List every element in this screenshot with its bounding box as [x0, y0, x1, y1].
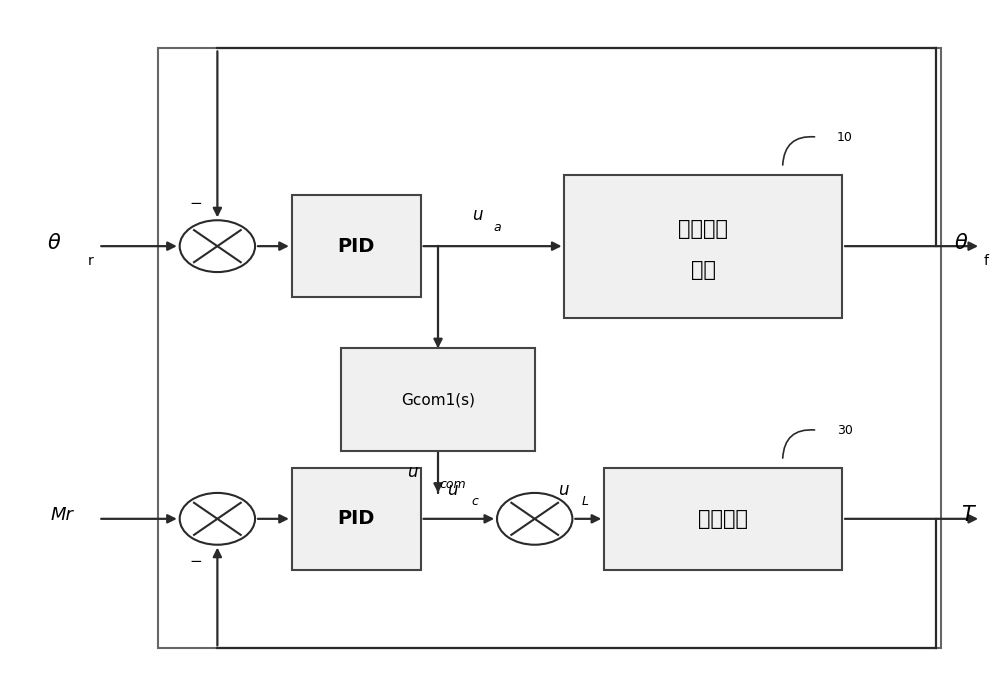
Text: r: r [88, 254, 93, 268]
FancyBboxPatch shape [341, 348, 535, 451]
Text: $u$: $u$ [447, 481, 459, 499]
Text: 30: 30 [837, 424, 853, 437]
Text: f: f [984, 254, 989, 268]
Text: $\theta$: $\theta$ [954, 233, 969, 253]
Text: PID: PID [338, 509, 375, 529]
Text: T: T [961, 505, 974, 525]
FancyBboxPatch shape [158, 48, 941, 649]
Text: $u$: $u$ [407, 463, 419, 481]
Text: c: c [471, 495, 478, 509]
Text: Gcom1(s): Gcom1(s) [401, 392, 475, 407]
Circle shape [180, 493, 255, 544]
Text: $u$: $u$ [472, 206, 484, 224]
Text: −: − [189, 554, 202, 569]
Text: L: L [582, 495, 589, 509]
Text: 10: 10 [837, 130, 853, 144]
FancyBboxPatch shape [564, 175, 842, 317]
Text: −: − [189, 196, 202, 210]
Text: PID: PID [338, 237, 375, 256]
Text: 系统: 系统 [691, 260, 716, 280]
Text: 加载系统: 加载系统 [698, 509, 748, 529]
Text: a: a [494, 221, 501, 234]
FancyBboxPatch shape [292, 195, 421, 297]
Text: Mr: Mr [50, 506, 73, 524]
Text: $\theta$: $\theta$ [47, 233, 61, 253]
Text: 位置伺服: 位置伺服 [678, 219, 728, 239]
Circle shape [180, 220, 255, 272]
FancyBboxPatch shape [604, 468, 842, 570]
Text: $u$: $u$ [558, 481, 569, 499]
FancyBboxPatch shape [292, 468, 421, 570]
Text: com: com [440, 477, 466, 491]
Circle shape [497, 493, 572, 544]
